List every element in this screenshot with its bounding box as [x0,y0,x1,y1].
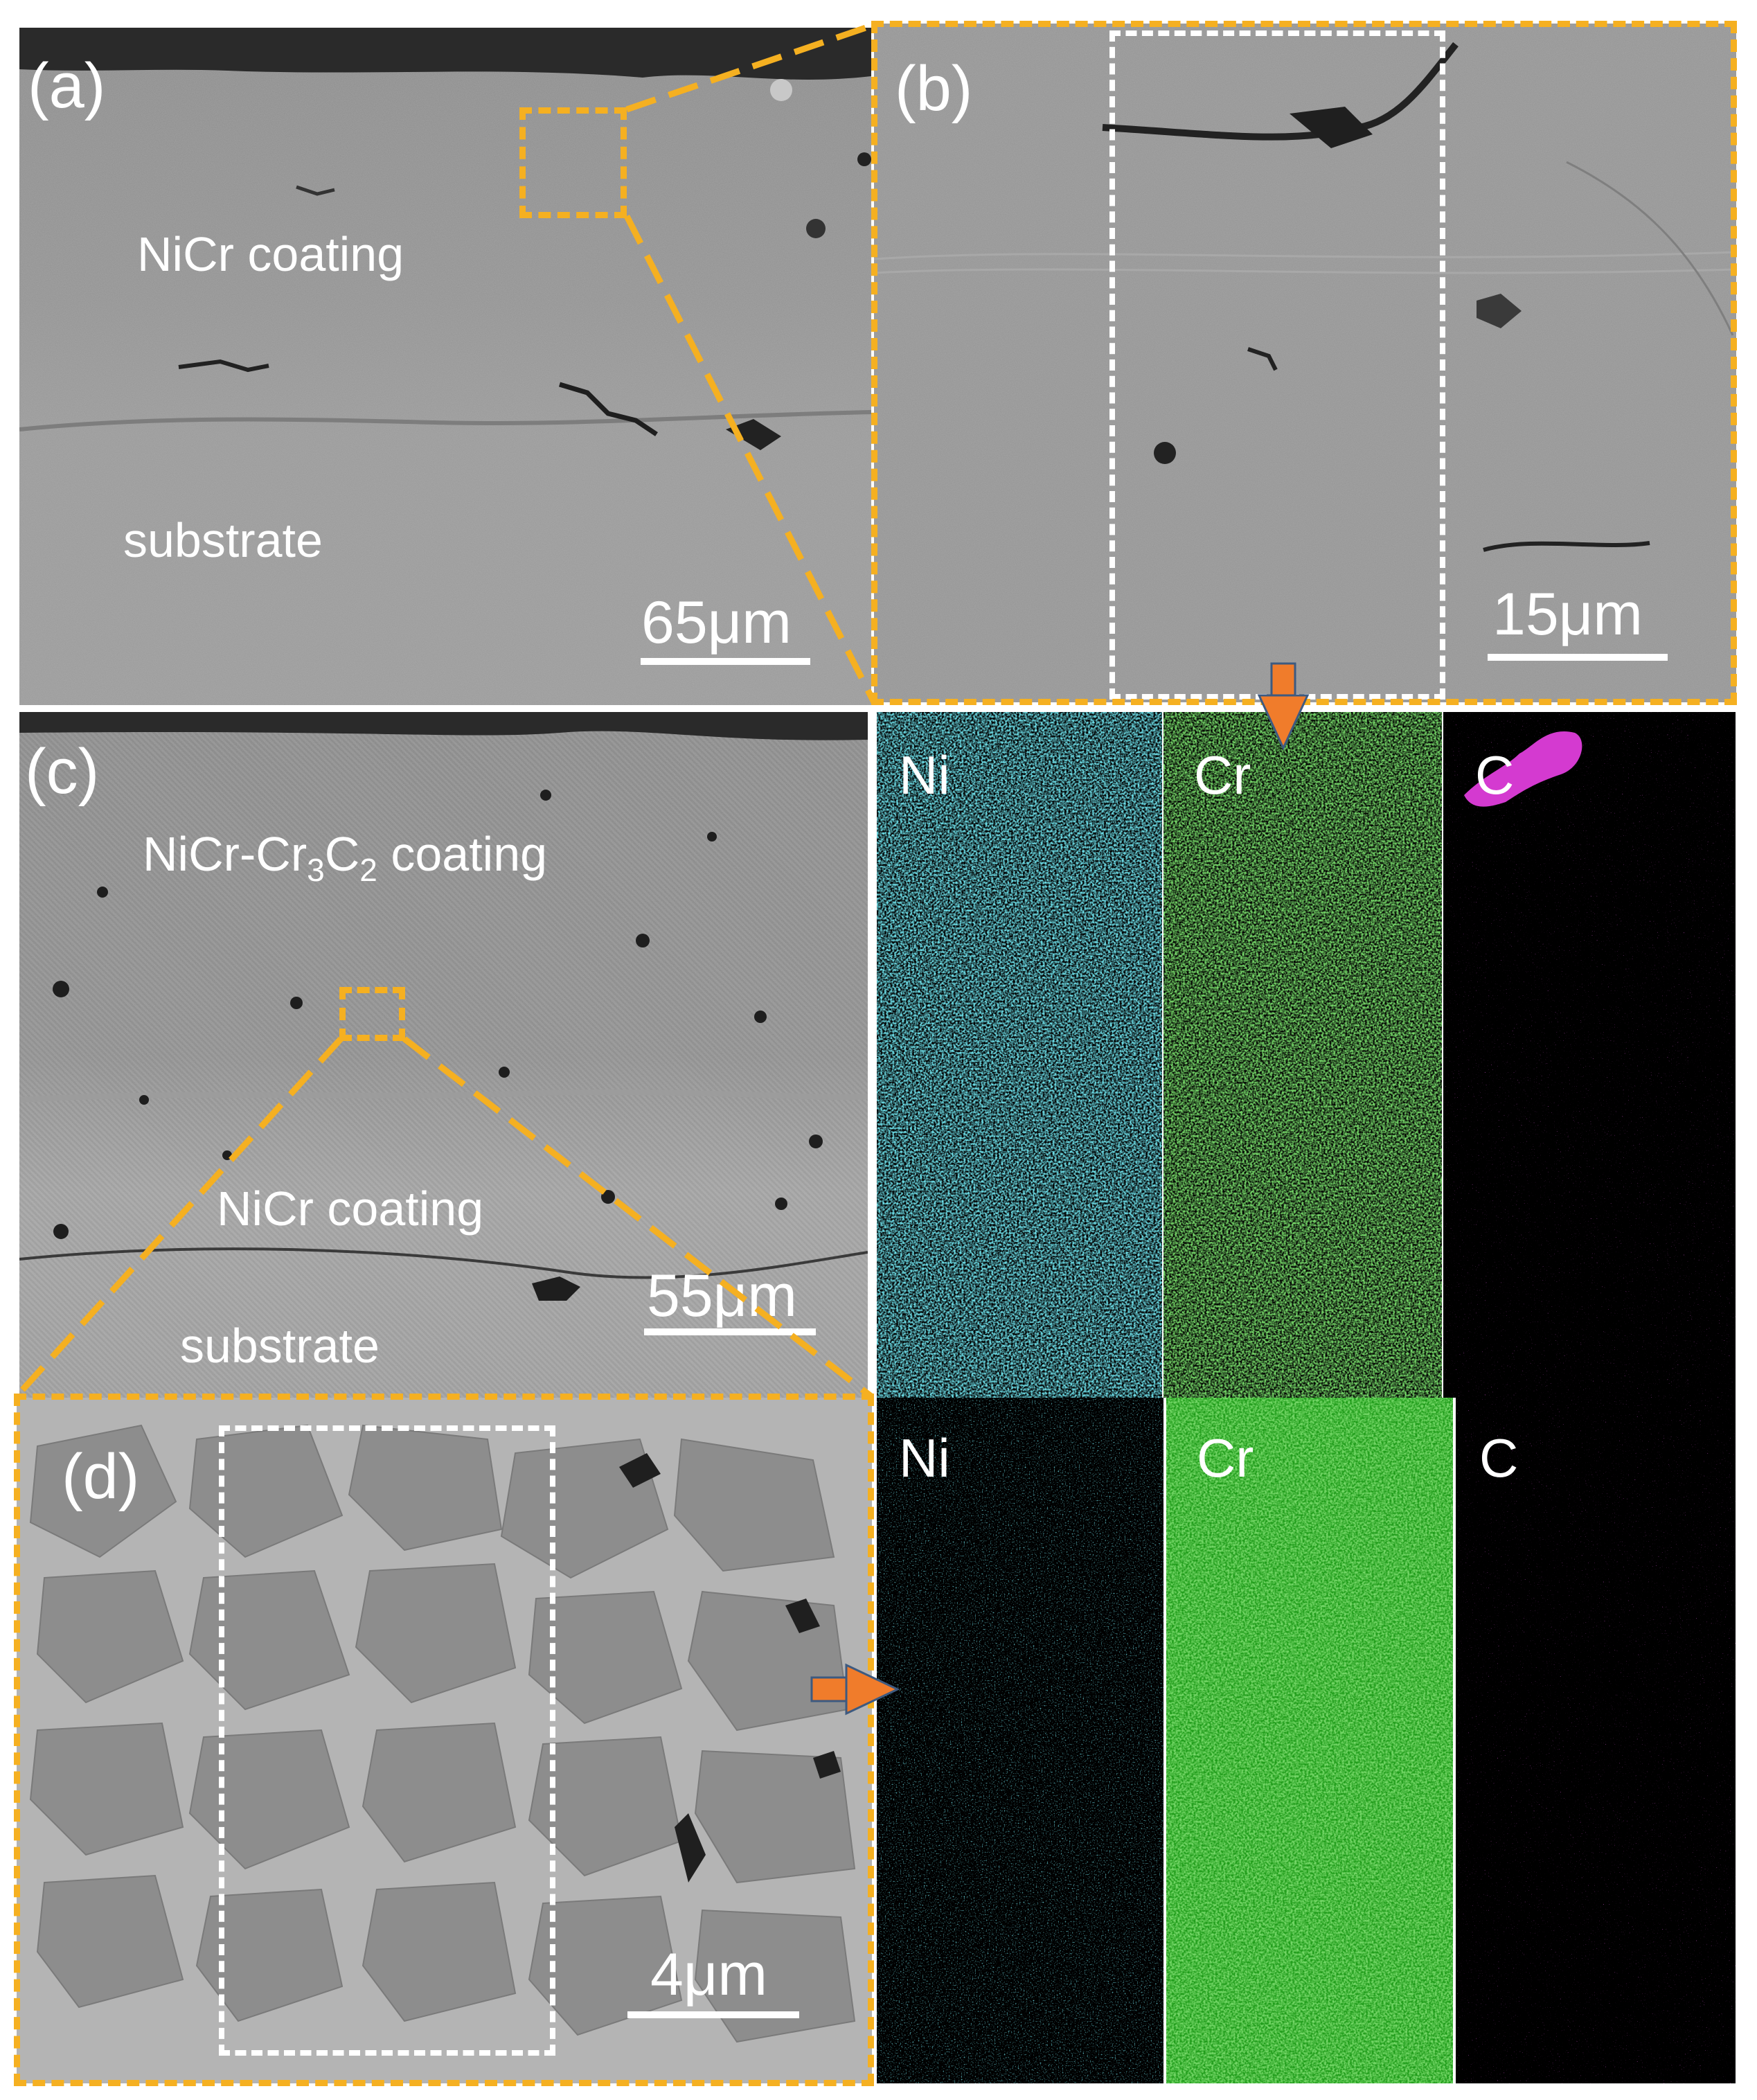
panel-a-scalebar [641,658,810,665]
panel-d-frame [14,1394,874,2086]
eds-top-cr-texture [1163,712,1442,1398]
panel-d-letter: (d) [62,1441,140,1512]
panel-d-eds-region-box [219,1425,555,2056]
eds-top-cr-label: Cr [1194,745,1251,806]
panel-b-texture [874,24,1736,702]
eds-bottom-ni-texture [877,1398,1163,2083]
eds-bottom-c-texture [1456,1398,1736,2083]
panel-c-label-sub2: 2 [359,852,377,888]
eds-top-ni-map: Ni [877,712,1162,1398]
eds-top-c-label: C [1475,745,1515,806]
eds-bottom-cr-texture [1166,1398,1453,2083]
panel-c-label-sub1: 3 [307,852,325,888]
panel-b-letter: (b) [895,53,973,124]
panel-c-letter: (c) [25,736,100,807]
panel-c-scale-text: 55μm [647,1263,797,1329]
eds-top-cr-map: Cr [1163,712,1442,1398]
panel-d-scale-text: 4μm [650,1941,768,2008]
panel-a-sem-image: (a) NiCr coating substrate 65μm [19,28,871,705]
panel-c-carbide-coating-label: NiCr-Cr3C2 coating [143,830,547,886]
eds-bottom-cr-label: Cr [1197,1427,1254,1488]
eds-top-ni-label: Ni [899,745,950,806]
eds-top-ni-texture [877,712,1162,1398]
panel-c-label-mid: C [324,827,360,881]
panel-c-scalebar [644,1328,816,1335]
panel-b-sem-image: (b) 15μm [874,24,1736,702]
panel-c-label-prefix: NiCr-Cr [143,827,307,881]
eds-top-c-texture [1443,712,1736,1398]
eds-top-c-map: C [1443,712,1736,1398]
eds-bottom-c-map: C [1456,1398,1736,2083]
panel-a-highlight-box [519,107,627,218]
panel-b-scale-text: 15μm [1492,581,1643,648]
panel-a-scale-text: 65μm [641,589,792,656]
eds-bottom-cr-map: Cr [1166,1398,1453,2083]
panel-a-letter: (a) [28,51,106,121]
panel-a-substrate-label: substrate [123,513,323,567]
panel-b-frame [871,21,1737,705]
panel-c-highlight-box [339,987,405,1041]
panel-d-texture [17,1398,872,2083]
panel-c-substrate-label: substrate [180,1319,380,1373]
eds-bottom-ni-label: Ni [899,1427,950,1488]
eds-bottom-c-label: C [1479,1427,1519,1488]
panel-c-nicr-label: NiCr coating [217,1182,484,1236]
panel-d-scalebar [627,2011,799,2018]
panel-c-sem-image: (c) NiCr-Cr3C2 coating NiCr coating subs… [19,712,868,1399]
panel-c-label-suffix: coating [377,827,548,881]
panel-a-coating-label: NiCr coating [137,227,404,281]
panel-b-scalebar [1488,654,1668,661]
panel-d-sem-image: (d) 4μm [17,1398,872,2083]
eds-bottom-ni-map: Ni [877,1398,1163,2083]
